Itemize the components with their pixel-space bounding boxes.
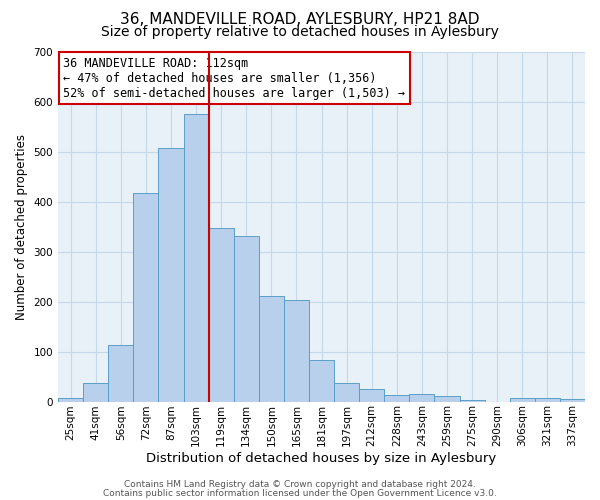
Bar xyxy=(384,395,409,402)
Bar xyxy=(560,399,585,402)
Bar xyxy=(409,394,434,402)
Text: Contains HM Land Registry data © Crown copyright and database right 2024.: Contains HM Land Registry data © Crown c… xyxy=(124,480,476,489)
Y-axis label: Number of detached properties: Number of detached properties xyxy=(15,134,28,320)
Bar xyxy=(58,398,83,402)
Text: 36, MANDEVILLE ROAD, AYLESBURY, HP21 8AD: 36, MANDEVILLE ROAD, AYLESBURY, HP21 8AD xyxy=(120,12,480,28)
Bar xyxy=(434,396,460,402)
Bar xyxy=(309,360,334,402)
Bar xyxy=(334,382,359,402)
Bar xyxy=(108,345,133,402)
Bar xyxy=(510,398,535,402)
Bar xyxy=(259,296,284,402)
X-axis label: Distribution of detached houses by size in Aylesbury: Distribution of detached houses by size … xyxy=(146,452,497,465)
Bar xyxy=(284,300,309,402)
Bar xyxy=(233,236,259,402)
Bar xyxy=(158,148,184,402)
Text: Size of property relative to detached houses in Aylesbury: Size of property relative to detached ho… xyxy=(101,25,499,39)
Bar xyxy=(460,400,485,402)
Bar xyxy=(133,192,158,402)
Bar xyxy=(359,389,384,402)
Bar xyxy=(209,228,233,402)
Bar xyxy=(535,398,560,402)
Text: 36 MANDEVILLE ROAD: 112sqm
← 47% of detached houses are smaller (1,356)
52% of s: 36 MANDEVILLE ROAD: 112sqm ← 47% of deta… xyxy=(64,57,406,100)
Bar xyxy=(184,114,209,402)
Bar xyxy=(83,383,108,402)
Text: Contains public sector information licensed under the Open Government Licence v3: Contains public sector information licen… xyxy=(103,488,497,498)
